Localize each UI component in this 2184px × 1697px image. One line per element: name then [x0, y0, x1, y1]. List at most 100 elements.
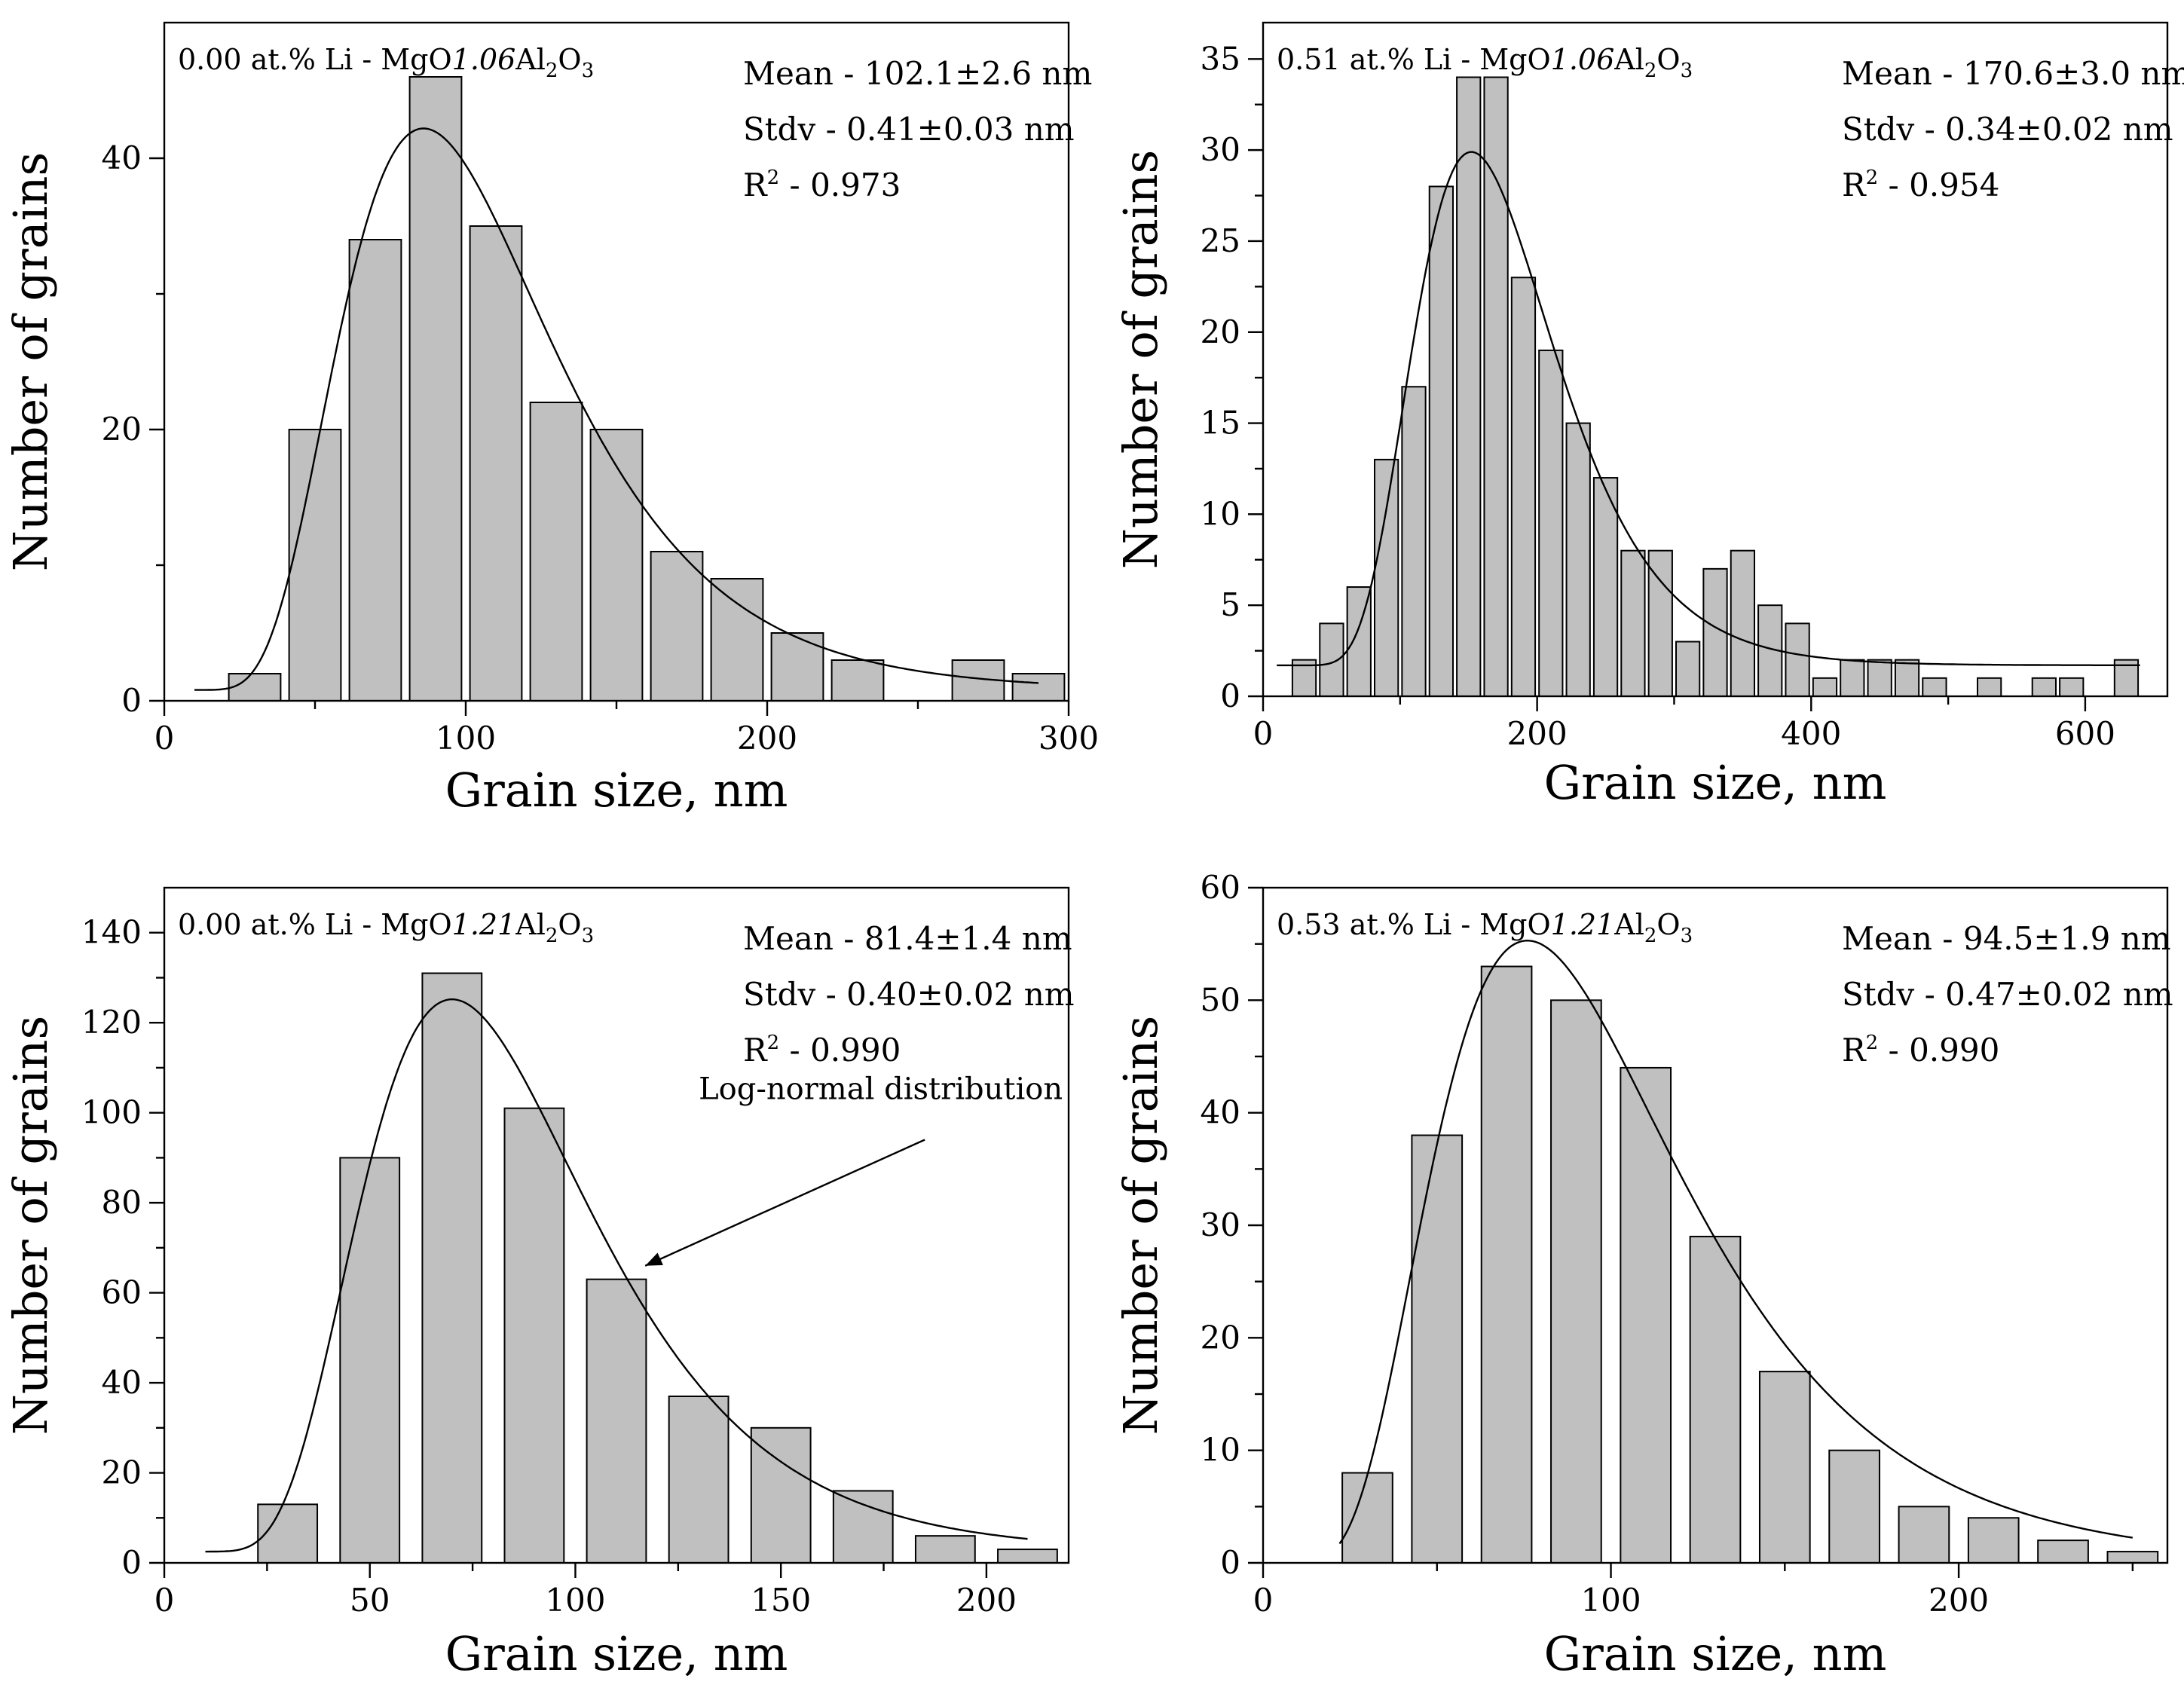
x-tick-label: 0	[154, 1582, 175, 1619]
histogram-bar	[408, 76, 463, 702]
sample-title-composition: 0.53 at.% Li - MgO	[1277, 908, 1551, 941]
x-tick-label: 200	[1507, 715, 1568, 752]
histogram-bar	[1967, 1517, 2020, 1564]
r-squared-value: - 0.954	[1878, 167, 1999, 203]
stdv-stat: Stdv - 0.34±0.02 nm	[1842, 111, 2173, 148]
x-tick-label: 400	[1781, 715, 1841, 752]
mean-stat: Mean - 170.6±3.0 nm	[1842, 55, 2184, 92]
sample-title-subscript: 3	[1681, 925, 1693, 947]
y-axis-label: Number of grains	[1113, 1016, 1168, 1436]
histogram-bar	[1828, 1449, 1880, 1564]
x-tick-label: 0	[1253, 1582, 1274, 1619]
sample-title-o: O	[1656, 43, 1680, 76]
y-tick-label: 40	[1201, 1094, 1240, 1131]
sample-title-subscript: 2	[546, 60, 558, 82]
histogram-bar	[421, 972, 483, 1564]
x-tick-label: 600	[2055, 715, 2115, 752]
sample-title-subscript: 2	[1644, 60, 1657, 82]
histogram-bar	[1319, 622, 1344, 698]
x-tick-label: 50	[350, 1582, 390, 1619]
stdv-stat: Stdv - 0.47±0.02 nm	[1842, 976, 2173, 1013]
r-squared-value: - 0.973	[779, 167, 901, 203]
histogram-bar	[257, 1503, 319, 1564]
histogram-bar	[1898, 1506, 1950, 1564]
r-squared-value: - 0.990	[1878, 1032, 1999, 1069]
histogram-bar	[1592, 477, 1619, 698]
histogram-bar	[1538, 349, 1564, 697]
histogram-bar	[288, 429, 342, 702]
y-tick-label: 60	[102, 1274, 142, 1311]
r-squared-stat: R2 - 0.990	[743, 1032, 901, 1069]
sample-title: 0.00 at.% Li - MgO1.06Al2O3	[178, 43, 594, 82]
mean-stat: Mean - 81.4±1.4 nm	[743, 920, 1072, 957]
sample-title-subscript: 2	[1644, 925, 1657, 947]
x-tick-label: 300	[1038, 720, 1099, 757]
histogram-bar	[832, 1490, 894, 1564]
histogram-bar	[668, 1395, 730, 1564]
x-axis-label: Grain size, nm	[1544, 1626, 1887, 1681]
histogram-panel-1: 0 20 40 0 100 200 300 Grain size, nm Number of g…	[3, 21, 1099, 818]
sample-title-al: Al	[1614, 43, 1644, 76]
histogram-bar	[997, 1549, 1058, 1564]
x-tick-label: 100	[1580, 1582, 1641, 1619]
r-squared-symbol: R	[743, 167, 768, 203]
histogram-bar	[1401, 386, 1427, 697]
sample-title-ratio: 1.06	[452, 43, 516, 76]
y-tick-label: 50	[1201, 981, 1240, 1018]
y-tick-label: 20	[1201, 1319, 1240, 1356]
histogram-bar	[1867, 659, 1892, 697]
histogram-bar	[589, 429, 644, 702]
mean-stat: Mean - 94.5±1.9 nm	[1842, 920, 2171, 957]
histogram-bar	[1840, 659, 1865, 697]
histogram-panel-3: 0 20 40 60 80 100 120 140 0 50 100 150 200 Grain size…	[3, 886, 1075, 1681]
histogram-panel-2: 0 5 10 15 20 25 30 35 0 200 400 600 Grain size, nm Nu…	[1113, 21, 2184, 810]
annotation-arrowhead	[645, 1252, 663, 1266]
log-normal-fit-curve	[1338, 939, 2133, 1545]
histogram-bar	[1374, 458, 1399, 697]
sample-title-subscript: 3	[1681, 60, 1693, 82]
histogram-bar	[1977, 677, 2002, 697]
histogram-bar	[1565, 422, 1591, 697]
sample-title-o: O	[558, 43, 581, 76]
y-tick-label: 80	[102, 1184, 142, 1221]
sample-title-subscript: 3	[582, 60, 595, 82]
histogram-bar	[1922, 677, 1947, 697]
sample-title-ratio: 1.06	[1551, 43, 1615, 76]
histogram-bar	[1675, 641, 1701, 697]
histogram-bar	[1510, 277, 1537, 697]
histogram-bar	[830, 659, 885, 702]
histogram-bar	[339, 1157, 401, 1564]
r-squared-symbol: R	[1842, 1032, 1867, 1069]
y-axis-label: Number of grains	[3, 152, 58, 572]
y-tick-label: 10	[1201, 495, 1240, 532]
histogram-bar	[2031, 677, 2057, 697]
histogram-bar	[228, 673, 282, 702]
r-squared-value: - 0.990	[779, 1032, 901, 1069]
y-tick-label: 120	[81, 1004, 142, 1041]
r-squared-superscript: 2	[1866, 1032, 1879, 1054]
r-squared-superscript: 2	[1866, 167, 1879, 189]
sample-title-subscript: 2	[546, 925, 558, 947]
y-tick-label: 0	[121, 682, 142, 719]
histogram-bar	[1758, 1371, 1811, 1564]
y-tick-label: 40	[102, 139, 142, 176]
r-squared-superscript: 2	[767, 167, 780, 189]
histogram-panel-4: 0 10 20 30 40 50 60 0 100 200 Grain size, nm Number…	[1113, 869, 2173, 1681]
y-tick-label: 10	[1201, 1432, 1240, 1469]
histogram-bar	[914, 1535, 976, 1564]
y-tick-label: 20	[1201, 313, 1240, 350]
histogram-bar	[1689, 1235, 1742, 1564]
plot-frame	[163, 886, 1070, 1564]
x-tick-label: 200	[737, 720, 797, 757]
histogram-bar	[1620, 1066, 1672, 1564]
sample-title-subscript: 3	[582, 925, 595, 947]
histogram-bar	[348, 239, 402, 702]
x-axis-label: Grain size, nm	[445, 763, 788, 818]
mean-stat: Mean - 102.1±2.6 nm	[743, 55, 1092, 92]
histogram-bar	[1550, 999, 1602, 1564]
y-tick-label: 30	[1201, 131, 1240, 168]
y-tick-label: 35	[1201, 40, 1240, 77]
x-axis-label: Grain size, nm	[1544, 755, 1887, 810]
x-tick-label: 150	[751, 1582, 811, 1619]
